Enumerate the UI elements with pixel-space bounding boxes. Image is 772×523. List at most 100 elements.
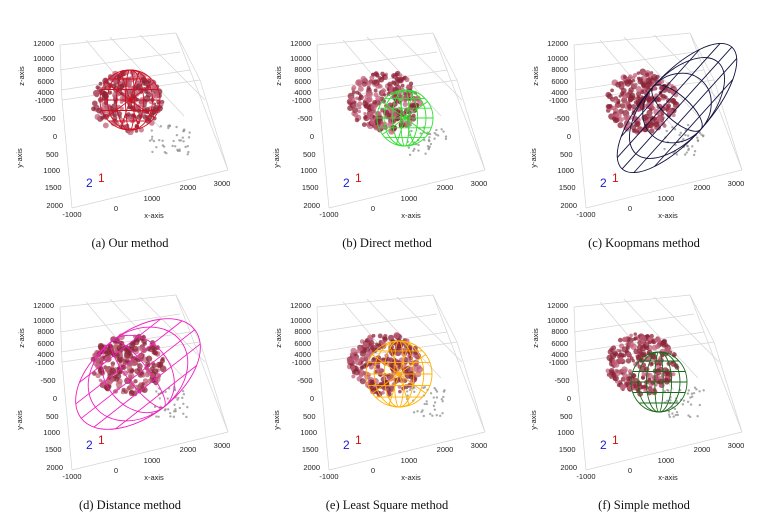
point (408, 81, 414, 86)
point (177, 396, 180, 400)
point (629, 333, 633, 338)
point (398, 73, 403, 78)
point (178, 149, 181, 153)
axis-box (689, 32, 743, 171)
point (646, 372, 653, 380)
y-tick-label: 1000 (300, 166, 317, 175)
point (186, 153, 189, 156)
wire (80, 329, 196, 419)
point (628, 87, 634, 93)
z-tick-label: 12000 (547, 39, 568, 48)
point (663, 390, 666, 393)
point (368, 340, 375, 346)
point (120, 364, 127, 371)
point (182, 140, 185, 143)
caption: (d) Distance method (79, 498, 182, 512)
point (417, 143, 420, 147)
axis-box (59, 44, 63, 101)
point (667, 413, 671, 416)
point (183, 128, 186, 131)
z-tick-label: 6000 (551, 77, 568, 86)
point (366, 96, 373, 103)
point (167, 408, 170, 411)
x-tick-label: 2000 (180, 183, 197, 192)
point (112, 91, 119, 99)
axis-box (316, 313, 438, 333)
point (173, 403, 176, 406)
y-tick-label: -1000 (35, 96, 54, 105)
point (363, 342, 369, 348)
point (670, 84, 674, 88)
wire (404, 117, 415, 145)
point (138, 382, 143, 386)
point (610, 88, 614, 93)
z-tick-label: 6000 (37, 339, 54, 348)
point (104, 104, 111, 111)
point (670, 97, 676, 104)
point (347, 357, 354, 364)
y-tick-label: 1000 (557, 428, 574, 437)
point (662, 340, 667, 344)
point (632, 128, 638, 133)
x-tick-label: 0 (371, 204, 375, 213)
axis-box (396, 34, 463, 101)
point (665, 129, 668, 133)
point (406, 84, 411, 89)
y-tick-label: -1000 (549, 96, 568, 105)
point (377, 343, 382, 347)
point (687, 389, 690, 392)
point (688, 415, 692, 419)
y-tick-label: 0 (310, 132, 314, 141)
z-tick-label: 8000 (294, 65, 311, 74)
wireframe (616, 42, 738, 174)
point (112, 112, 117, 117)
point (426, 145, 430, 148)
x-axis-title: x-axis (658, 473, 678, 482)
point (95, 85, 100, 90)
point (109, 380, 114, 384)
point (383, 372, 387, 377)
point (141, 374, 146, 378)
axis-box (573, 306, 577, 363)
point (698, 390, 701, 393)
wireframe (365, 340, 433, 408)
point (651, 106, 656, 111)
point (671, 372, 676, 377)
point (423, 386, 427, 389)
point (107, 90, 113, 95)
axis-box (713, 341, 743, 433)
point (134, 129, 139, 133)
point (633, 336, 638, 341)
point (696, 414, 699, 418)
point (383, 75, 388, 80)
marker-1: 1 (612, 171, 619, 185)
axis-box (575, 361, 587, 471)
point (367, 336, 372, 341)
x-axis-title: x-axis (144, 473, 164, 482)
point (155, 145, 158, 149)
point (355, 79, 362, 86)
point (357, 105, 362, 110)
point (620, 87, 627, 94)
point (651, 344, 658, 351)
point (91, 100, 98, 107)
point (407, 146, 411, 149)
point (127, 372, 135, 380)
y-tick-label: 500 (303, 412, 316, 421)
point (104, 351, 110, 357)
point (678, 133, 681, 137)
point (669, 399, 672, 402)
x-tick-label: 3000 (471, 179, 488, 188)
point (355, 90, 360, 95)
point (374, 118, 382, 125)
point (653, 116, 658, 121)
point (675, 399, 678, 403)
point (636, 95, 640, 99)
point (672, 151, 675, 155)
point (366, 90, 373, 98)
point (393, 332, 400, 339)
axis-box (689, 32, 715, 81)
point (421, 409, 424, 412)
point (182, 412, 185, 415)
point (361, 122, 367, 128)
